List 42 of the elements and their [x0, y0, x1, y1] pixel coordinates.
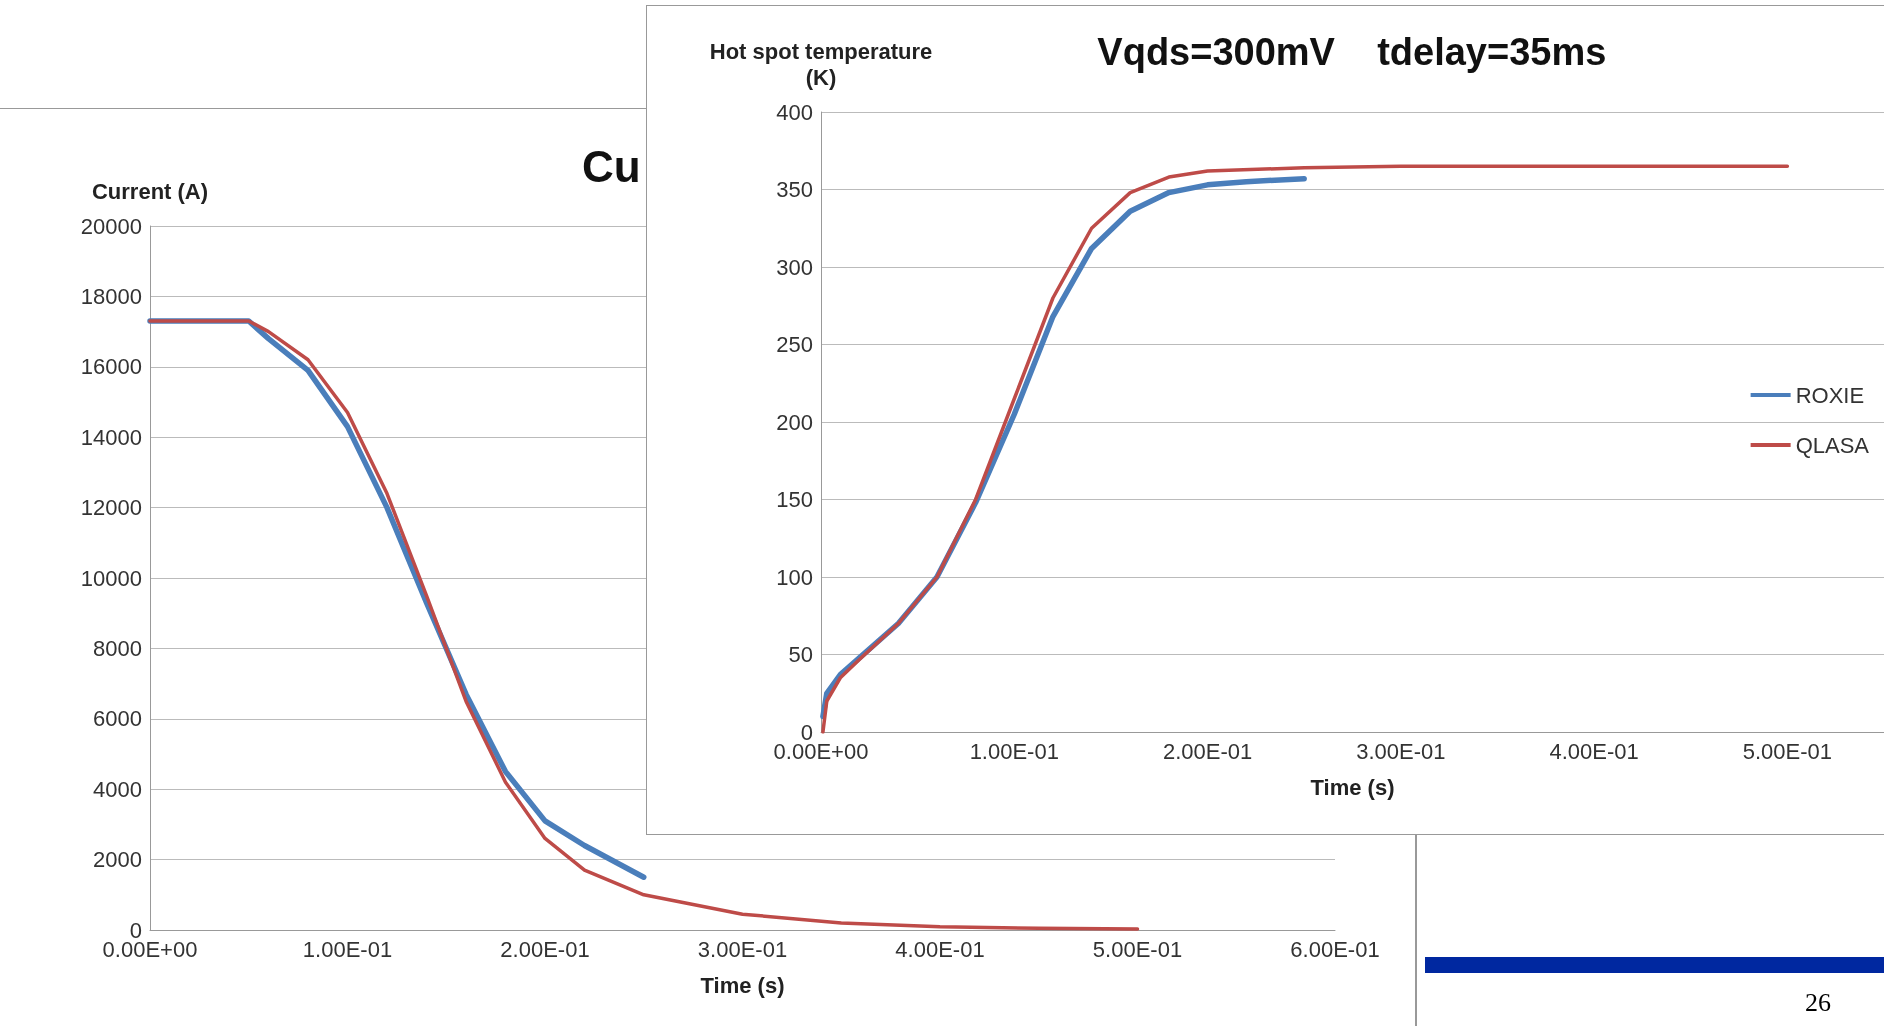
y-tick-label: 10000	[80, 565, 142, 591]
y-tick-label: 200	[776, 409, 813, 435]
x-tick-label: 6.00E-01	[1290, 936, 1380, 962]
chart-title: Vqds=300mV tdelay=35ms	[1097, 31, 1607, 73]
x-tick-label: 1.00E-01	[302, 936, 393, 962]
y-tick-label: 2000	[93, 847, 142, 873]
y-tick-label: 50	[788, 642, 813, 667]
x-tick-label: 2.00E-01	[500, 936, 590, 962]
x-axis-title: Time (s)	[1310, 774, 1395, 800]
y-tick-label: 4000	[93, 776, 142, 802]
y-tick-label: 6000	[93, 706, 142, 732]
x-tick-label: 5.00E-01	[1092, 936, 1183, 962]
line-series	[148, 319, 1140, 931]
y-tick-label: 350	[776, 177, 813, 202]
x-tick-label: 4.00E-01	[895, 936, 985, 962]
x-tick-label: 3.00E-01	[1356, 738, 1446, 764]
y-tick-label: 250	[776, 332, 813, 357]
text: 26	[1805, 988, 1831, 1018]
legend-label: ROXIE	[1795, 382, 1865, 408]
x-tick-label: 5.00E-01	[1742, 738, 1833, 764]
y-tick-label: 100	[776, 564, 813, 590]
x-tick-label: 1.00E-01	[969, 738, 1059, 764]
y-tick-label: 8000	[93, 635, 142, 661]
y-tick-label: 16000	[80, 354, 142, 380]
y-tick-label: 0	[800, 719, 813, 745]
chart-title: Cu	[582, 141, 641, 191]
y-tick-label: 14000	[80, 424, 142, 450]
y-axis-title: Current (A)	[91, 178, 209, 204]
y-tick-label: 12000	[80, 495, 142, 521]
x-tick-label: 4.00E-01	[1549, 738, 1639, 764]
y-tick-label: 18000	[80, 283, 142, 309]
y-tick-label: 150	[776, 487, 813, 512]
y-tick-label: 0	[129, 917, 142, 943]
x-tick-label: 2.00E-01	[1162, 738, 1253, 764]
x-tick-label: 3.00E-01	[697, 936, 788, 962]
y-tick-label: 400	[776, 99, 813, 125]
y-axis-title: Hot spot temperature (K)	[709, 38, 933, 90]
y-tick-label: 300	[776, 254, 813, 280]
legend-label: QLASA	[1795, 432, 1870, 458]
x-axis-title: Time (s)	[700, 972, 785, 998]
line-series	[821, 164, 1790, 734]
y-tick-label: 20000	[80, 213, 142, 239]
